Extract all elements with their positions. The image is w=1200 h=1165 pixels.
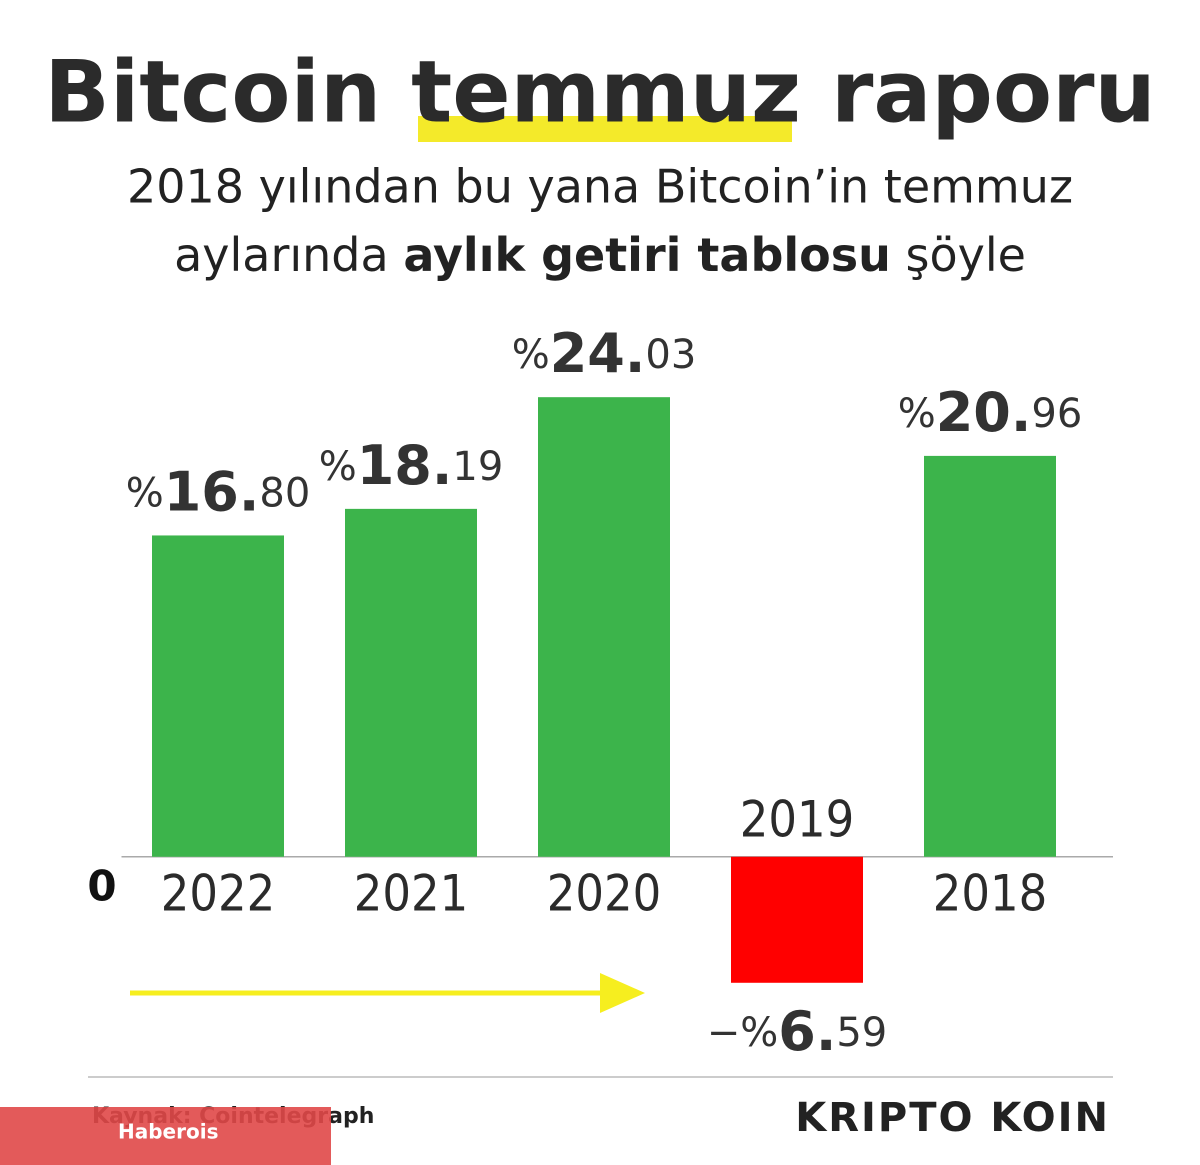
value-label: %16.80 (126, 460, 311, 523)
subtitle: aylarında aylık getiri tablosu şöyle (174, 228, 1026, 282)
label-part: 80 (259, 470, 310, 516)
x-tick-label: 2019 (740, 790, 854, 848)
subtitle: 2018 yılından bu yana Bitcoin’in temmuz (127, 160, 1073, 214)
label-part: 6. (778, 999, 836, 1062)
x-tick-label: 2018 (933, 864, 1047, 922)
value-label: %20.96 (898, 381, 1083, 444)
value-label: %24.03 (512, 322, 697, 385)
y-tick-label: 0 (87, 861, 116, 910)
label-part: 96 (1031, 391, 1082, 437)
label-part: % (319, 444, 357, 490)
value-label: −%6.59 (707, 999, 888, 1062)
subtitle-part: şöyle (906, 228, 1026, 282)
value-label: %18.19 (319, 434, 504, 497)
label-part: 18. (357, 434, 453, 497)
chart-title: Bitcoin temmuz raporu (44, 42, 1155, 142)
label-part: −% (707, 1010, 779, 1056)
label-part: 19 (452, 444, 503, 490)
x-tick-label: 2022 (161, 864, 275, 922)
bar (152, 535, 284, 857)
subtitle-part: aylarında (174, 228, 389, 282)
label-part: 59 (836, 1010, 887, 1056)
x-tick-label: 2020 (547, 864, 661, 922)
bar (538, 397, 670, 857)
label-part: 24. (550, 322, 646, 385)
arrow-head (600, 973, 645, 1013)
watermark-box (0, 1107, 331, 1165)
brand: KRIPTO KOIN (795, 1095, 1110, 1141)
label-part: % (126, 470, 164, 516)
watermark: Haberois (118, 1120, 218, 1144)
label-part: 20. (936, 381, 1032, 444)
bar (345, 508, 477, 857)
label-part: 03 (645, 332, 696, 378)
label-part: % (898, 391, 936, 437)
x-tick-label: 2021 (354, 864, 468, 922)
bar (924, 455, 1056, 857)
subtitle-bold: aylık getiri tablosu (403, 228, 891, 282)
label-part: 16. (164, 460, 260, 523)
title-highlight (418, 116, 792, 142)
bar (731, 856, 863, 983)
label-part: % (512, 332, 550, 378)
